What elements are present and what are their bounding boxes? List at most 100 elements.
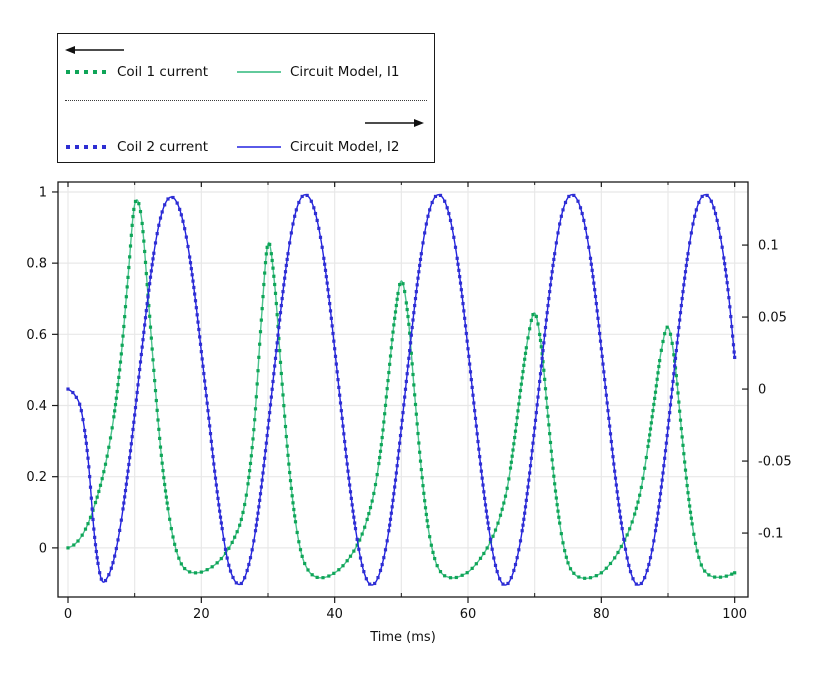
series-marker-i2 (678, 311, 683, 315)
y-left-tick-label: 1 (39, 185, 47, 200)
series-marker-i2 (323, 262, 327, 266)
series-marker-i2 (231, 575, 235, 580)
series-marker-i1 (143, 249, 147, 254)
series-marker-i2 (133, 413, 137, 417)
series-marker-i2 (272, 372, 276, 376)
series-marker-i2 (206, 409, 210, 413)
series-marker-i2 (628, 570, 633, 574)
series-marker-i1 (395, 297, 399, 301)
series-marker-i1 (373, 482, 378, 487)
series-marker-i2 (149, 269, 153, 273)
series-marker-i1 (117, 375, 121, 379)
series-marker-i2 (283, 270, 288, 274)
series-marker-i2 (337, 385, 341, 390)
series-marker-i1 (426, 524, 430, 529)
series-marker-i2 (705, 193, 709, 198)
series-marker-i2 (715, 218, 719, 223)
series-marker-i2 (131, 427, 135, 432)
series-marker-i1 (93, 500, 98, 505)
series-marker-i2 (333, 347, 337, 351)
series-marker-i2 (388, 517, 393, 521)
series-marker-i1 (88, 515, 93, 519)
series-marker-i2 (138, 360, 143, 364)
series-marker-i1 (454, 575, 458, 580)
series-marker-i2 (194, 306, 198, 310)
plot-legend: Coil 1 current Circuit Model, I1 Coil 2 … (57, 33, 435, 163)
series-marker-i2 (473, 416, 478, 420)
series-marker-i1 (496, 521, 500, 525)
series-marker-i1 (417, 441, 421, 445)
series-marker-i2 (113, 554, 117, 558)
series-marker-i2 (588, 256, 593, 260)
series-marker-i2 (552, 257, 556, 262)
series-marker-i2 (343, 439, 347, 444)
series-marker-i2 (151, 257, 155, 261)
series-marker-i1 (539, 345, 543, 349)
series-marker-i1 (608, 561, 613, 566)
series-marker-i2 (538, 372, 543, 376)
series-marker-i1 (513, 435, 517, 440)
series-marker-i2 (408, 349, 412, 353)
series-marker-i1 (384, 395, 388, 399)
series-marker-i2 (336, 378, 340, 382)
series-marker-i1 (681, 443, 685, 447)
series-marker-i2 (455, 256, 459, 260)
series-marker-i2 (609, 439, 613, 444)
series-marker-i1 (418, 450, 422, 454)
series-marker-i1 (482, 551, 486, 556)
series-marker-i2 (94, 549, 98, 554)
series-marker-i2 (613, 476, 618, 480)
series-marker-i1 (123, 305, 128, 309)
series-marker-i1 (511, 448, 515, 452)
series-marker-i2 (522, 517, 526, 521)
series-marker-i2 (563, 200, 568, 205)
series-marker-i1 (166, 507, 170, 511)
series-marker-i2 (198, 335, 202, 339)
series-marker-i2 (158, 216, 163, 220)
series-marker-i2 (66, 387, 70, 391)
series-marker-i2 (326, 288, 330, 292)
series-marker-i1 (241, 510, 245, 515)
series-marker-i2 (413, 296, 418, 301)
series-marker-i1 (148, 325, 153, 329)
series-marker-i2 (343, 447, 348, 451)
series-marker-i2 (643, 576, 647, 580)
series-marker-i2 (322, 256, 326, 260)
series-marker-i2 (438, 193, 443, 198)
series-marker-i1 (375, 472, 379, 477)
series-marker-i2 (328, 301, 332, 306)
series-marker-i2 (294, 208, 298, 212)
series-marker-i2 (478, 455, 482, 459)
series-marker-i1 (168, 517, 172, 521)
series-marker-i2 (223, 547, 228, 551)
series-marker-i2 (484, 509, 488, 513)
series-marker-i1 (503, 494, 508, 498)
series-marker-i2 (430, 200, 434, 205)
series-marker-i2 (217, 503, 221, 507)
series-marker-i1 (558, 521, 562, 525)
series-marker-i1 (358, 538, 362, 542)
series-marker-i2 (664, 441, 668, 445)
series-marker-i2 (393, 485, 397, 489)
series-marker-i2 (385, 539, 389, 543)
left-axis-arrow-icon (65, 46, 124, 54)
series-marker-i1 (171, 535, 175, 539)
series-marker-i1 (383, 412, 387, 416)
series-marker-i2 (594, 301, 598, 306)
series-marker-i1 (438, 570, 443, 574)
series-marker-i2 (684, 263, 688, 268)
series-marker-i2 (668, 411, 672, 415)
series-marker-i2 (731, 334, 735, 338)
series-marker-i1 (559, 532, 563, 536)
series-marker-i2 (116, 538, 120, 542)
series-marker-i2 (208, 424, 212, 428)
series-marker-i2 (593, 288, 597, 292)
series-marker-i2 (487, 526, 491, 531)
series-marker-i2 (426, 214, 430, 218)
series-marker-i1 (332, 571, 336, 575)
series-marker-i1 (298, 548, 303, 552)
series-marker-i2 (157, 223, 161, 227)
series-marker-i2 (712, 206, 716, 210)
series-marker-i1 (157, 427, 161, 431)
series-marker-i2 (103, 578, 108, 583)
